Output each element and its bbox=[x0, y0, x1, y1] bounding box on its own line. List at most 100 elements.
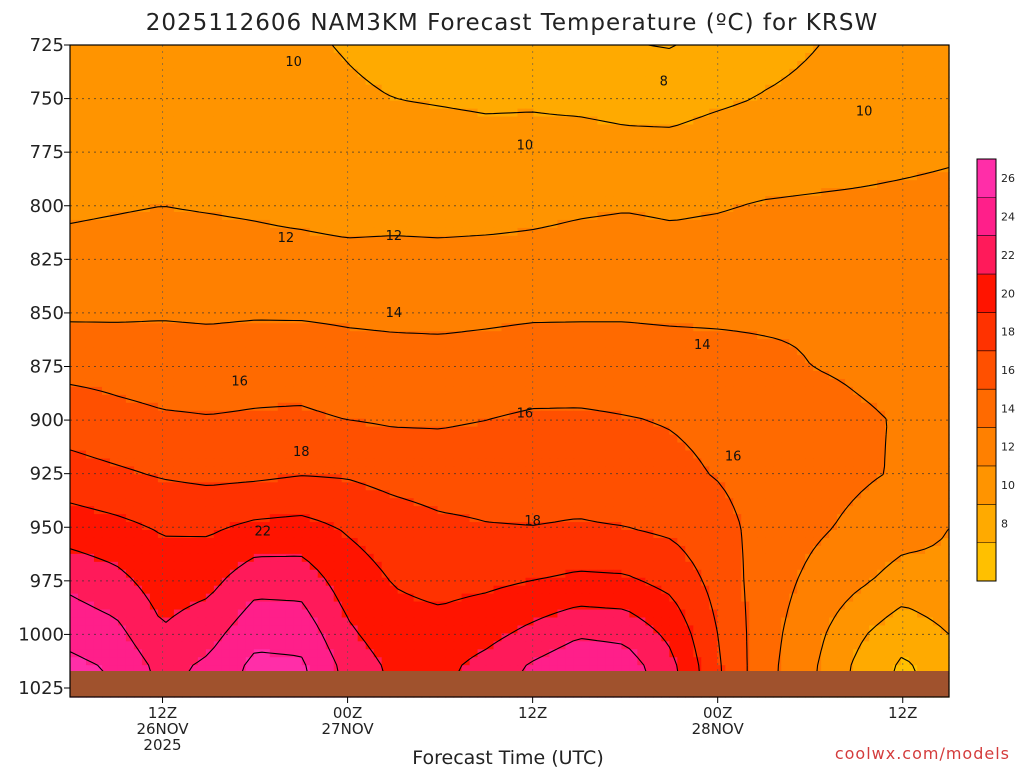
fill-cell bbox=[173, 100, 183, 110]
fill-cell bbox=[277, 378, 287, 388]
fill-cell bbox=[213, 180, 223, 189]
fill-cell bbox=[221, 363, 231, 372]
fill-cell bbox=[853, 283, 862, 293]
fill-cell bbox=[213, 251, 223, 261]
fill-cell bbox=[733, 363, 742, 372]
fill-cell bbox=[317, 267, 327, 277]
fill-cell bbox=[165, 60, 175, 70]
fill-cell bbox=[773, 132, 782, 142]
fill-cell bbox=[453, 132, 463, 142]
fill-cell bbox=[541, 172, 551, 181]
fill-cell bbox=[397, 156, 407, 165]
fill-cell bbox=[941, 92, 950, 102]
fill-cell bbox=[597, 394, 606, 404]
fill-cell bbox=[557, 124, 567, 134]
fill-cell bbox=[429, 124, 439, 134]
fill-cell bbox=[213, 299, 223, 308]
fill-cell bbox=[70, 148, 79, 157]
fill-cell bbox=[157, 355, 167, 364]
fill-cell bbox=[773, 251, 782, 261]
fill-cell bbox=[629, 227, 638, 237]
fill-cell bbox=[717, 164, 726, 173]
fill-cell bbox=[269, 307, 279, 316]
fill-cell bbox=[357, 148, 367, 157]
fill-cell bbox=[925, 386, 934, 396]
fill-cell bbox=[629, 219, 638, 229]
fill-cell bbox=[477, 363, 487, 372]
fill-cell bbox=[917, 124, 926, 134]
fill-cell bbox=[405, 251, 415, 261]
fill-cell bbox=[453, 45, 463, 54]
fill-cell bbox=[477, 235, 487, 245]
fill-cell bbox=[597, 156, 606, 165]
fill-cell bbox=[309, 180, 319, 189]
fill-cell bbox=[925, 251, 934, 261]
fill-cell bbox=[77, 68, 87, 78]
fill-cell bbox=[165, 211, 175, 221]
fill-cell bbox=[117, 394, 127, 404]
fill-cell bbox=[901, 100, 910, 110]
fill-cell bbox=[461, 68, 471, 78]
fill-cell bbox=[485, 275, 495, 285]
fill-cell bbox=[109, 124, 119, 134]
fill-cell bbox=[605, 394, 614, 404]
fill-cell bbox=[893, 68, 902, 78]
fill-cell bbox=[837, 275, 846, 285]
fill-cell bbox=[661, 132, 670, 142]
fill-cell bbox=[70, 108, 79, 118]
fill-cell bbox=[333, 275, 343, 285]
fill-cell bbox=[341, 227, 351, 237]
fill-cell bbox=[837, 100, 846, 110]
fill-cell bbox=[773, 84, 782, 94]
fill-cell bbox=[717, 219, 726, 229]
fill-cell bbox=[269, 52, 279, 62]
fill-cell bbox=[805, 227, 814, 237]
fill-cell bbox=[381, 275, 391, 285]
fill-cell bbox=[557, 196, 567, 205]
fill-cell bbox=[453, 140, 463, 149]
fill-cell bbox=[293, 219, 303, 229]
fill-cell bbox=[117, 378, 127, 388]
fill-cell bbox=[317, 275, 327, 285]
fill-cell bbox=[877, 76, 886, 86]
fill-cell bbox=[581, 291, 591, 301]
fill-cell bbox=[301, 315, 311, 324]
fill-cell bbox=[853, 339, 862, 348]
fill-cell bbox=[405, 84, 415, 94]
fill-cell bbox=[541, 84, 551, 94]
fill-cell bbox=[861, 394, 870, 404]
fill-cell bbox=[133, 204, 143, 213]
fill-cell bbox=[861, 45, 870, 54]
fill-cell bbox=[693, 100, 702, 110]
fill-cell bbox=[85, 402, 95, 412]
fill-cell bbox=[565, 108, 575, 118]
fill-cell bbox=[381, 204, 391, 213]
fill-cell bbox=[669, 45, 678, 54]
fill-cell bbox=[349, 188, 359, 197]
fill-cell bbox=[229, 68, 239, 78]
fill-cell bbox=[541, 339, 551, 348]
fill-cell bbox=[741, 378, 750, 388]
fill-cell bbox=[901, 124, 910, 134]
fill-cell bbox=[725, 204, 734, 213]
fill-cell bbox=[77, 124, 87, 134]
fill-cell bbox=[309, 172, 319, 181]
fill-cell bbox=[85, 251, 95, 261]
fill-cell bbox=[485, 371, 495, 380]
fill-cell bbox=[533, 100, 543, 110]
fill-cell bbox=[117, 235, 127, 245]
fill-cell bbox=[869, 156, 878, 165]
fill-cell bbox=[381, 60, 391, 70]
fill-cell bbox=[309, 267, 319, 277]
fill-cell bbox=[573, 371, 583, 380]
fill-cell bbox=[157, 243, 167, 253]
fill-cell bbox=[917, 243, 926, 253]
fill-cell bbox=[661, 275, 670, 285]
fill-cell bbox=[293, 371, 303, 380]
fill-cell bbox=[221, 386, 231, 396]
fill-cell bbox=[661, 172, 670, 181]
fill-cell bbox=[645, 180, 654, 189]
fill-cell bbox=[821, 76, 830, 86]
fill-cell bbox=[789, 132, 798, 142]
fill-cell bbox=[717, 323, 726, 332]
